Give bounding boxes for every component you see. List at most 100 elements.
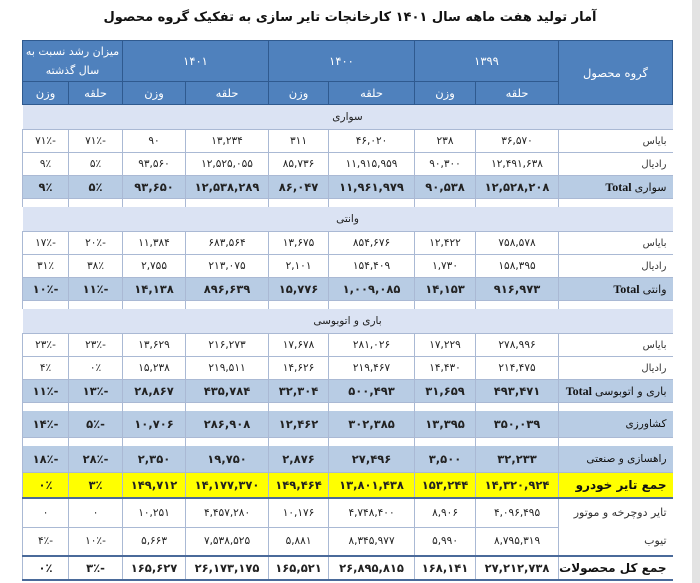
scrollbar-strip [692, 0, 700, 583]
table-cell: ۹۳,۶۵۰ [122, 175, 186, 199]
table-cell: ۱۲,۴۹۱,۶۳۸ [475, 152, 559, 176]
table-cell: ۲۱۴,۴۷۵ [475, 356, 559, 380]
page-title: آمار تولید هفت ماهه سال ۱۴۰۱ کارخانجات ت… [103, 10, 597, 25]
table-cell: ۸۶,۰۴۷ [268, 175, 329, 199]
table-cell: -۱۱٪ [21, 379, 69, 403]
total-label: باری و اتوبوسیTotal [558, 379, 673, 403]
spacer-cell [21, 402, 69, 411]
table-cell: ۱۷,۶۷۸ [268, 333, 329, 357]
group-title: باری و اتوبوسی [22, 309, 673, 334]
table-cell: ۱۲,۵۳۸,۲۸۹ [185, 175, 269, 199]
table-cell: ۱۶۵,۵۲۱ [268, 555, 329, 581]
table-cell: ۸۵۴,۶۷۶ [328, 231, 415, 255]
spacer-cell [475, 402, 559, 411]
group-header-row: باری و اتوبوسی [22, 309, 673, 334]
header-year-1400: ۱۴۰۰ [268, 40, 416, 82]
spacer-cell [68, 437, 123, 446]
spacer-cell [414, 402, 476, 411]
table-cell: ۶۸۳,۵۶۴ [185, 231, 269, 255]
table-cell: ۱۱,۹۱۵,۹۵۹ [328, 152, 415, 176]
table-cell: -۵٪ [68, 411, 123, 438]
table-cell: ۱۱,۹۶۱,۹۷۹ [328, 175, 415, 199]
spacer-cell [185, 198, 269, 207]
roadbuilding-row: راهسازی و صنعتی ۳۲,۲۳۳ ۳,۵۰۰ ۲۷,۴۹۶ ۲,۸۷۶ ۱۹,… [21, 446, 673, 473]
spacer-row [21, 402, 673, 411]
row-label: راهسازی و صنعتی [558, 446, 673, 473]
table-cell: -۱۳٪ [68, 379, 123, 403]
table-cell: ۱۵۸,۳۹۵ [475, 254, 559, 278]
table-cell: ۱۵,۷۷۶ [268, 277, 329, 301]
table-cell: ۰٪ [21, 555, 69, 581]
group-title: سواری [22, 104, 673, 130]
table-cell: ۳۵۰,۰۳۹ [475, 411, 559, 438]
spacer-cell [268, 437, 329, 446]
table-cell: ۲,۳۵۰ [122, 446, 186, 473]
table-cell: ۱۰,۱۷۶ [268, 498, 329, 528]
spacer-cell [185, 300, 269, 309]
spacer-cell [268, 402, 329, 411]
header-weight: وزن [122, 81, 187, 105]
spacer-cell [558, 198, 673, 207]
spacer-cell [268, 300, 329, 309]
table-cell: ۲,۸۷۶ [268, 446, 329, 473]
table-cell: ۱۴,۱۵۳ [414, 277, 476, 301]
table-cell: -۳٪ [68, 555, 123, 581]
table-cell: ۴,۴۵۷,۲۸۰ [185, 498, 269, 528]
table-cell: ۲,۷۵۵ [122, 254, 186, 278]
table-cell: ۱۲,۵۲۸,۲۰۸ [475, 175, 559, 199]
spacer-cell [328, 198, 415, 207]
table-cell: ۹۰,۳۰۰ [414, 152, 476, 176]
header-ring: حلقه [328, 81, 416, 105]
table-row: بایاس ۷۵۸,۵۷۸ ۱۲,۴۲۲ ۸۵۴,۶۷۶ ۱۳,۶۷۵ ۶۸۳,۵۶۴ ۱۱… [21, 231, 673, 255]
table-cell: ۱۰,۲۵۱ [122, 498, 186, 528]
table-cell: -۷۱٪ [21, 129, 69, 153]
table-row: رادیال ۱۵۸,۳۹۵ ۱,۷۳۰ ۱۵۴,۴۰۹ ۲,۱۰۱ ۲۱۳,۰۷۵ ۲,۷… [21, 254, 673, 278]
table-cell: ۰٪ [21, 472, 69, 499]
table-row: رادیال ۱۲,۴۹۱,۶۳۸ ۹۰,۳۰۰ ۱۱,۹۱۵,۹۵۹ ۸۵,۷۳۶ ۱۲… [21, 152, 673, 176]
spacer-cell [328, 300, 415, 309]
table-cell: ۲۱۳,۰۷۵ [185, 254, 269, 278]
table-cell: ۳۱,۶۵۹ [414, 379, 476, 403]
grand-total-row: جمع کل محصولات ۲۷,۲۱۲,۷۳۸ ۱۶۸,۱۴۱ ۲۶,۸۹۵,۸۱… [21, 555, 673, 581]
spacer-cell [475, 300, 559, 309]
table-cell: -۱۰٪ [68, 527, 123, 557]
production-table: گروه محصول ۱۳۹۹ ۱۴۰۰ ۱۴۰۱ میزان رشد نسبت… [21, 40, 674, 581]
table-cell: ۱۴,۴۳۰ [414, 356, 476, 380]
spacer-cell [475, 198, 559, 207]
total-label-en: Total [565, 383, 592, 398]
row-label: رادیال [558, 254, 673, 278]
table-cell: ۱۴۹,۴۶۴ [268, 472, 329, 499]
table-cell: ۱,۷۳۰ [414, 254, 476, 278]
spacer-cell [185, 402, 269, 411]
total-label-fa: باری و اتوبوسی [594, 384, 667, 398]
table-cell: ۱۶۵,۶۲۷ [122, 555, 186, 581]
table-cell: -۱۷٪ [21, 231, 69, 255]
table-cell: ۱۵,۲۳۸ [122, 356, 186, 380]
table-cell: ۱۴,۳۲۰,۹۲۴ [475, 472, 559, 499]
table-cell: ۳٪ [68, 472, 123, 499]
table-cell: ۲۱۹,۴۶۷ [328, 356, 415, 380]
row-label: بایاس [558, 333, 673, 357]
table-cell: ۱۳,۶۲۹ [122, 333, 186, 357]
header-year-1401: ۱۴۰۱ [122, 40, 270, 82]
table-cell: ۱۵۴,۴۰۹ [328, 254, 415, 278]
table-cell: ۵٪ [68, 175, 123, 199]
table-cell: -۲۳٪ [21, 333, 69, 357]
header-weight: وزن [268, 81, 330, 105]
spacer-cell [68, 198, 123, 207]
header-year-1399: ۱۳۹۹ [414, 40, 560, 82]
table-cell: ۹۰,۵۳۸ [414, 175, 476, 199]
table-cell: ۲۷۸,۹۹۶ [475, 333, 559, 357]
table-cell: ۴٪ [21, 356, 69, 380]
table-cell: ۳۸٪ [68, 254, 123, 278]
total-label: سواریTotal [558, 175, 673, 199]
table-cell: ۱۳,۲۳۴ [185, 129, 269, 153]
spacer-cell [328, 402, 415, 411]
table-cell: ۵۰۰,۴۹۳ [328, 379, 415, 403]
table-cell: -۲۳٪ [68, 333, 123, 357]
table-cell: ۱۵۳,۲۴۴ [414, 472, 476, 499]
table-cell: ۱۴۹,۷۱۲ [122, 472, 186, 499]
table-cell: ۸۵,۷۳۶ [268, 152, 329, 176]
table-cell: ۲۷,۴۹۶ [328, 446, 415, 473]
spacer-row [21, 198, 673, 207]
